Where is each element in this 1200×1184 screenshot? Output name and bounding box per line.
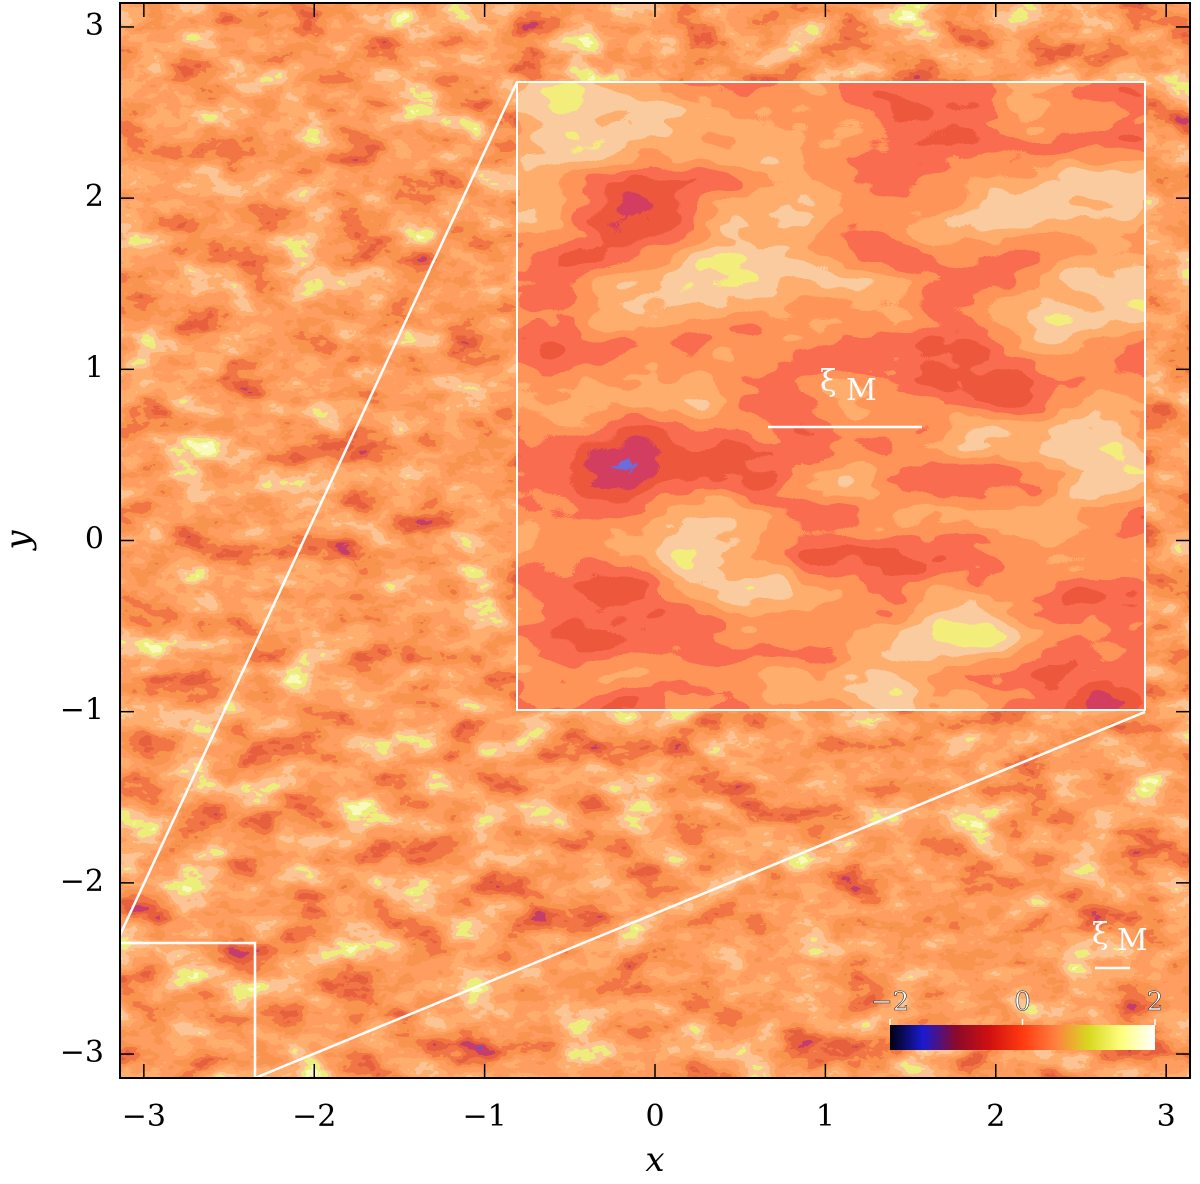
- y-axis-label: y: [0, 530, 38, 552]
- colorbar: [890, 1025, 1155, 1050]
- main-scale: ξ M: [1092, 917, 1148, 970]
- scale-subscript: M: [846, 373, 877, 408]
- y-tick-label: 1: [85, 350, 104, 385]
- scale-symbol: ξ: [1092, 917, 1109, 952]
- x-tick-label: −2: [292, 1099, 336, 1134]
- x-tick-label: −3: [122, 1099, 166, 1134]
- zoom-connector: [118, 81, 519, 936]
- x-tick-label: 0: [645, 1099, 664, 1134]
- zoom-connector: [254, 710, 1146, 1080]
- x-tick-label: 1: [816, 1099, 835, 1134]
- zoom-box: [120, 941, 257, 1078]
- x-tick-label: −1: [463, 1099, 507, 1134]
- y-tick-label: 2: [85, 179, 104, 214]
- scale-symbol: ξ: [820, 364, 837, 399]
- x-axis-label: x: [645, 1140, 664, 1180]
- scale-subscript: M: [1117, 923, 1148, 958]
- y-tick-label: −3: [60, 1035, 104, 1070]
- colorbar-tick-label: −2: [871, 987, 909, 1017]
- inset-scale: ξ M: [768, 364, 922, 429]
- y-tick-label: −2: [60, 864, 104, 899]
- x-tick-label: 3: [1157, 1099, 1176, 1134]
- y-tick-label: −1: [60, 693, 104, 728]
- inset-field-map: [517, 82, 1145, 710]
- inset-frame: [516, 81, 1146, 711]
- colorbar-tick-label: 0: [1014, 987, 1031, 1017]
- y-tick-label: 0: [85, 522, 104, 557]
- colorbar-tick-label: 2: [1147, 987, 1164, 1017]
- y-tick-label: 3: [85, 8, 104, 43]
- x-tick-label: 2: [986, 1099, 1005, 1134]
